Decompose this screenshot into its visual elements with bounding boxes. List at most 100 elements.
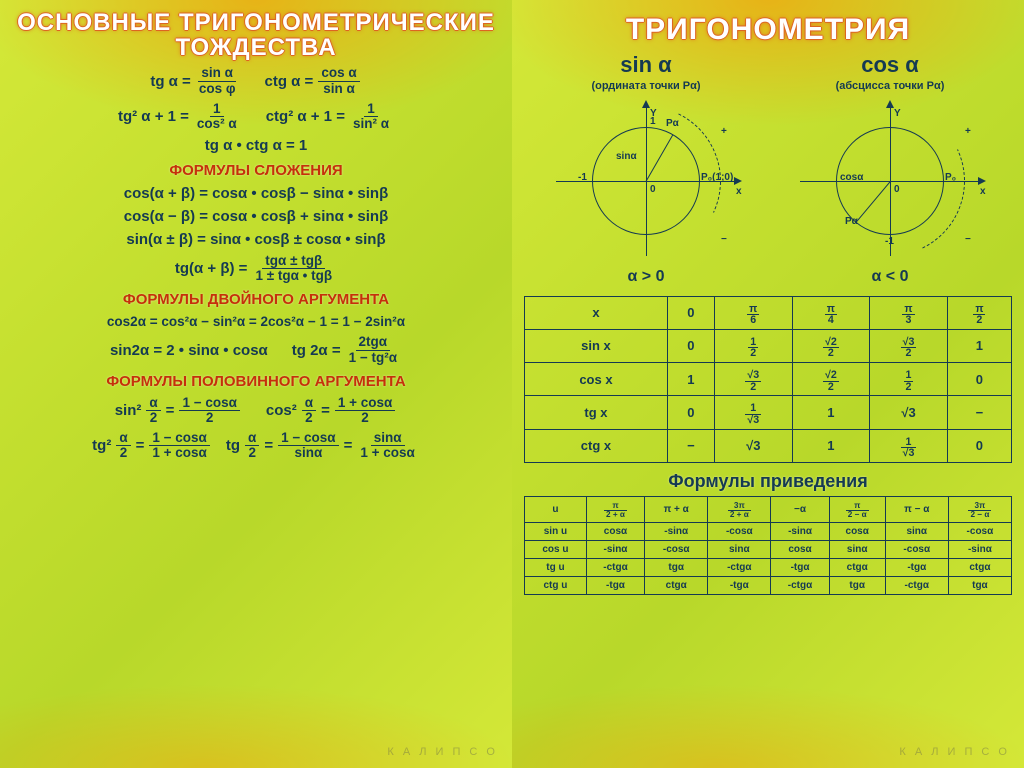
left-panel: ОСНОВНЫЕ ТРИГОНОМЕТРИЧЕСКИЕ ТОЖДЕСТВА tg… — [0, 0, 512, 768]
reduction-cell: -ctgα — [885, 577, 948, 595]
reduction-header: π + α — [645, 497, 708, 523]
reduction-row-label: tg u — [525, 559, 587, 577]
reduction-header: π − α — [885, 497, 948, 523]
reduction-cell: -cosα — [708, 523, 771, 541]
reduction-cell: -cosα — [948, 523, 1011, 541]
addition-2: cos(α − β) = cosα • cosβ + sinα • sinβ — [12, 208, 500, 225]
cos-label: cos α — [785, 52, 995, 78]
values-cell: 0 — [947, 429, 1011, 462]
reduction-cell: -sinα — [645, 523, 708, 541]
reduction-cell: -cosα — [885, 541, 948, 559]
reduction-row-label: sin u — [525, 523, 587, 541]
reduction-header: π2 − α — [829, 497, 885, 523]
values-row-label: tg x — [525, 396, 668, 429]
unit-circles-row: sin α (ордината точки Pα) Y x 1 -1 0 sin… — [524, 52, 1012, 286]
reduction-cell: -tgα — [885, 559, 948, 577]
values-cell: 1√3 — [870, 429, 948, 462]
reduction-header: 3π2 − α — [948, 497, 1011, 523]
rel-pos: α > 0 — [541, 268, 751, 286]
addition-3: sin(α ± β) = sinα • cosβ ± cosα • sinβ — [12, 231, 500, 248]
cos-block: cos α (абсцисса точки Pα) Y x 0 cosα Pα … — [785, 52, 995, 286]
values-cell: 1 — [792, 396, 870, 429]
double-1: cos2α = cos²α − sin²α = 2cos²α − 1 = 1 −… — [12, 314, 500, 329]
reduction-cell: ctgα — [645, 577, 708, 595]
values-cell: √32 — [870, 329, 948, 362]
heading-double: ФОРМУЛЫ ДВОЙНОГО АРГУМЕНТА — [12, 291, 500, 308]
double-2: sin2α = 2 • sinα • cosα tg 2α = 2tgα1 − … — [12, 335, 500, 364]
values-cell: 0 — [667, 329, 714, 362]
values-table: x0π6π4π3π2sin x012√22√321cos x1√32√22120… — [524, 296, 1012, 464]
cos-circle: Y x 0 cosα Pα P₀ -1 + − — [785, 96, 995, 266]
reduction-cell: -tgα — [586, 577, 644, 595]
left-title: ОСНОВНЫЕ ТРИГОНОМЕТРИЧЕСКИЕ ТОЖДЕСТВА — [12, 10, 500, 60]
values-cell: √22 — [792, 363, 870, 396]
reduction-cell: -tgα — [771, 559, 829, 577]
reduction-header: π2 + α — [586, 497, 644, 523]
reduction-cell: ctgα — [948, 559, 1011, 577]
values-cell: 12 — [870, 363, 948, 396]
half-1: sin² α2 = 1 − cosα2 cos² α2 = 1 + cosα2 — [12, 396, 500, 425]
reduction-cell: sinα — [829, 541, 885, 559]
values-header: π6 — [714, 296, 792, 329]
values-cell: 0 — [947, 363, 1011, 396]
values-row-label: ctg x — [525, 429, 668, 462]
reduction-header: u — [525, 497, 587, 523]
values-cell: − — [947, 396, 1011, 429]
identity-row-2: tg² α + 1 = 1cos² α ctg² α + 1 = 1sin² α — [12, 102, 500, 131]
sin-desc: (ордината точки Pα) — [541, 80, 751, 92]
values-cell: 0 — [667, 396, 714, 429]
addition-4: tg(α + β) = tgα ± tgβ1 ± tgα • tgβ — [12, 254, 500, 283]
heading-addition: ФОРМУЛЫ СЛОЖЕНИЯ — [12, 162, 500, 179]
identity-row-3: tg α • ctg α = 1 — [12, 137, 500, 154]
reduction-cell: ctgα — [829, 559, 885, 577]
reduction-cell: cosα — [771, 541, 829, 559]
half-2: tg² α2 = 1 − cosα1 + cosα tg α2 = 1 − co… — [12, 431, 500, 460]
watermark: К А Л И П С О — [899, 746, 1010, 758]
reduction-cell: sinα — [708, 541, 771, 559]
reduction-cell: cosα — [829, 523, 885, 541]
reduction-header: 3π2 + α — [708, 497, 771, 523]
reduction-row-label: cos u — [525, 541, 587, 559]
values-cell: √32 — [714, 363, 792, 396]
heading-reduction: Формулы приведения — [524, 471, 1012, 492]
values-row-label: sin x — [525, 329, 668, 362]
values-cell: 1 — [947, 329, 1011, 362]
values-cell: − — [667, 429, 714, 462]
values-header: π4 — [792, 296, 870, 329]
reduction-cell: -tgα — [708, 577, 771, 595]
right-title: ТРИГОНОМЕТРИЯ — [524, 14, 1012, 46]
reduction-cell: tgα — [645, 559, 708, 577]
reduction-cell: tgα — [829, 577, 885, 595]
sin-block: sin α (ордината точки Pα) Y x 1 -1 0 sin… — [541, 52, 751, 286]
heading-half: ФОРМУЛЫ ПОЛОВИННОГО АРГУМЕНТА — [12, 373, 500, 390]
values-cell: 1 — [792, 429, 870, 462]
values-cell: 12 — [714, 329, 792, 362]
reduction-row-label: ctg u — [525, 577, 587, 595]
reduction-cell: -ctgα — [708, 559, 771, 577]
values-cell: √22 — [792, 329, 870, 362]
rel-neg: α < 0 — [785, 268, 995, 286]
addition-1: cos(α + β) = cosα • cosβ − sinα • sinβ — [12, 185, 500, 202]
sin-circle: Y x 1 -1 0 sinα Pα P₀(1;0) + − — [541, 96, 751, 266]
reduction-header: −α — [771, 497, 829, 523]
right-panel: ТРИГОНОМЕТРИЯ sin α (ордината точки Pα) … — [512, 0, 1024, 768]
reduction-cell: cosα — [586, 523, 644, 541]
reduction-cell: -sinα — [771, 523, 829, 541]
identity-row-1: tg α = sin αcos φ ctg α = cos αsin α — [12, 66, 500, 95]
values-cell: √3 — [714, 429, 792, 462]
values-cell: 1√3 — [714, 396, 792, 429]
reduction-cell: -sinα — [586, 541, 644, 559]
cos-desc: (абсцисса точки Pα) — [785, 80, 995, 92]
values-cell: √3 — [870, 396, 948, 429]
values-cell: 1 — [667, 363, 714, 396]
values-header: 0 — [667, 296, 714, 329]
values-row-label: cos x — [525, 363, 668, 396]
watermark: К А Л И П С О — [387, 746, 498, 758]
values-header: π3 — [870, 296, 948, 329]
reduction-cell: -ctgα — [771, 577, 829, 595]
reduction-cell: -ctgα — [586, 559, 644, 577]
sin-label: sin α — [541, 52, 751, 78]
reduction-table: uπ2 + απ + α3π2 + α−απ2 − απ − α3π2 − α s… — [524, 496, 1012, 595]
reduction-cell: tgα — [948, 577, 1011, 595]
values-header: π2 — [947, 296, 1011, 329]
